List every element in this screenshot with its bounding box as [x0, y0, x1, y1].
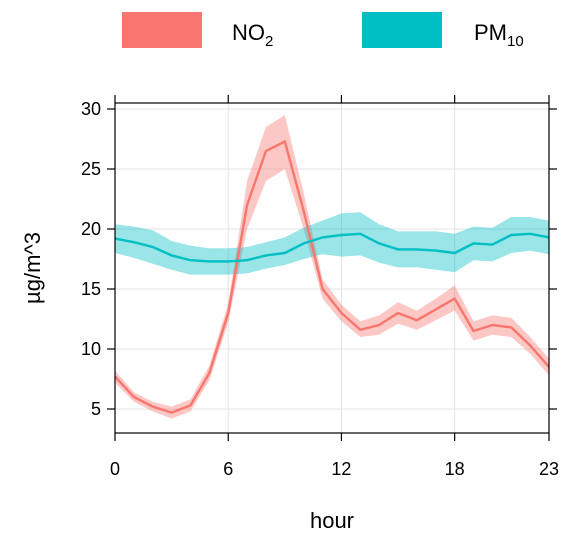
- legend-swatch-no2: [122, 12, 202, 48]
- plot-frame: [114, 102, 550, 434]
- y-tick-label: 15: [81, 279, 101, 299]
- confidence-bands: [115, 115, 549, 419]
- band-pm10: [115, 212, 549, 275]
- y-tick-label: 20: [81, 219, 101, 239]
- legend-label-no2: NO2: [232, 20, 273, 50]
- legend: NO2 PM10: [122, 12, 524, 50]
- x-tick-labels: 0 6 12 18 23: [110, 459, 559, 479]
- x-axis-title: hour: [310, 508, 354, 533]
- legend-label-pm10: PM10: [474, 20, 524, 50]
- y-tick-label: 25: [81, 159, 101, 179]
- x-tick-label: 23: [539, 459, 559, 479]
- y-tick-label: 30: [81, 99, 101, 119]
- series-line-no2: [114, 140, 550, 414]
- series-lines: [114, 140, 550, 414]
- x-tick-label: 0: [110, 459, 120, 479]
- y-tick-labels: 5 10 15 20 25 30: [81, 99, 101, 419]
- y-tick-label: 10: [81, 339, 101, 359]
- x-tick-label: 18: [445, 459, 465, 479]
- axis-ticks: [107, 95, 557, 441]
- legend-swatch-pm10: [362, 12, 442, 48]
- x-tick-label: 12: [331, 459, 351, 479]
- y-axis-title: µg/m^3: [20, 232, 45, 304]
- y-tick-label: 5: [91, 399, 101, 419]
- series-line-pm10: [114, 232, 550, 263]
- x-tick-label: 6: [223, 459, 233, 479]
